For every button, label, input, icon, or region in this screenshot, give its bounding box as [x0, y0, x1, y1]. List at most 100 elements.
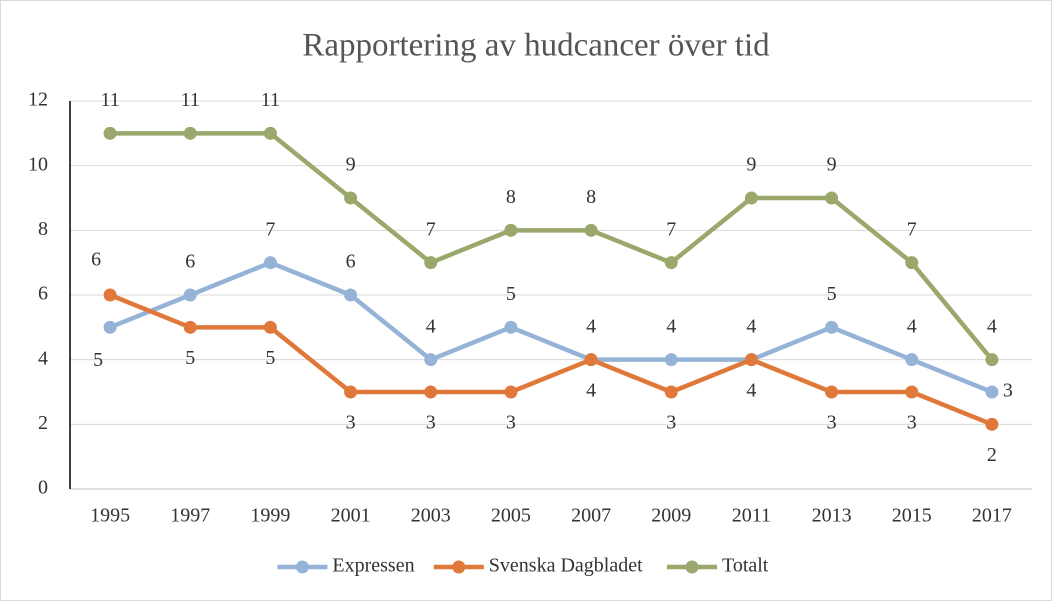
point [825, 191, 839, 205]
legend-marker [295, 560, 309, 574]
data-label: 6 [185, 251, 195, 273]
legend-marker [452, 560, 466, 574]
point [825, 320, 839, 334]
legend-label: Expressen [332, 555, 414, 577]
data-label: 3 [506, 412, 516, 434]
y-tick-label: 2 [38, 412, 48, 434]
data-label: 5 [506, 283, 516, 305]
data-label: 6 [346, 251, 356, 273]
data-label: 9 [346, 154, 356, 176]
point [905, 385, 919, 399]
point [504, 320, 518, 334]
series-line [109, 292, 993, 427]
point [183, 126, 197, 140]
data-label: 3 [1003, 380, 1013, 402]
point [263, 320, 277, 334]
point [183, 288, 197, 302]
data-label: 7 [666, 218, 676, 240]
point [664, 385, 678, 399]
point [263, 256, 277, 270]
data-label: 6 [91, 249, 101, 271]
point [584, 223, 598, 237]
point [905, 256, 919, 270]
data-label: 3 [907, 412, 917, 434]
data-label: 5 [93, 349, 103, 371]
x-tick-label: 2015 [892, 505, 932, 527]
point [344, 288, 358, 302]
point [344, 191, 358, 205]
data-label: 7 [426, 218, 436, 240]
x-tick-label: 2003 [411, 505, 451, 527]
point [905, 353, 919, 367]
data-label: 4 [987, 315, 997, 337]
data-label: 3 [827, 412, 837, 434]
x-tick-label: 2001 [331, 505, 371, 527]
data-label: 9 [827, 154, 837, 176]
y-tick-label: 0 [38, 477, 48, 499]
x-tick-label: 2011 [732, 505, 771, 527]
data-label: 8 [506, 186, 516, 208]
data-label: 5 [827, 283, 837, 305]
point [744, 353, 758, 367]
legend-label: Totalt [722, 555, 769, 577]
data-label: 9 [746, 154, 756, 176]
data-label: 3 [666, 412, 676, 434]
data-label: 11 [181, 89, 200, 111]
point [103, 320, 117, 334]
data-label: 2 [987, 444, 997, 466]
x-tick-label: 2013 [812, 505, 852, 527]
point [664, 353, 678, 367]
x-tick-label: 2007 [571, 505, 611, 527]
point [985, 385, 999, 399]
point [424, 256, 438, 270]
series-line [110, 131, 994, 362]
data-label: 3 [426, 412, 436, 434]
data-label: 11 [261, 89, 280, 111]
series-line [109, 260, 993, 395]
data-label: 8 [586, 186, 596, 208]
point [424, 385, 438, 399]
legend-label: Svenska Dagbladet [489, 555, 643, 577]
legend-marker [685, 560, 699, 574]
point [344, 385, 358, 399]
point [504, 223, 518, 237]
point [825, 385, 839, 399]
x-tick-label: 2005 [491, 505, 531, 527]
y-tick-label: 12 [28, 89, 48, 111]
point [584, 353, 598, 367]
x-tick-label: 1997 [170, 505, 210, 527]
x-tick-label: 1999 [250, 505, 290, 527]
point [664, 256, 678, 270]
point [744, 191, 758, 205]
data-label: 11 [100, 89, 119, 111]
data-label: 7 [907, 218, 917, 240]
chart-title: Rapportering av hudcancer över tid [302, 28, 770, 64]
data-label: 4 [746, 379, 756, 401]
data-label: 7 [265, 218, 275, 240]
data-label: 3 [346, 412, 356, 434]
x-tick-label: 2017 [972, 505, 1012, 527]
data-label: 5 [185, 347, 195, 369]
point [985, 353, 999, 367]
y-tick-label: 4 [38, 347, 48, 369]
point [985, 417, 999, 431]
point [103, 288, 117, 302]
point [504, 385, 518, 399]
point [424, 353, 438, 367]
y-tick-label: 10 [28, 153, 48, 175]
data-label: 5 [265, 347, 275, 369]
data-label: 4 [666, 315, 676, 337]
y-tick-label: 8 [38, 218, 48, 240]
data-label: 4 [907, 315, 917, 337]
point [263, 126, 277, 140]
data-label: 4 [426, 315, 436, 337]
y-tick-label: 6 [38, 283, 48, 305]
x-tick-label: 1995 [90, 505, 130, 527]
point [183, 320, 197, 334]
point [103, 126, 117, 140]
x-tick-label: 2009 [651, 505, 691, 527]
data-label: 4 [586, 379, 596, 401]
data-label: 4 [746, 315, 756, 337]
data-label: 4 [586, 315, 596, 337]
